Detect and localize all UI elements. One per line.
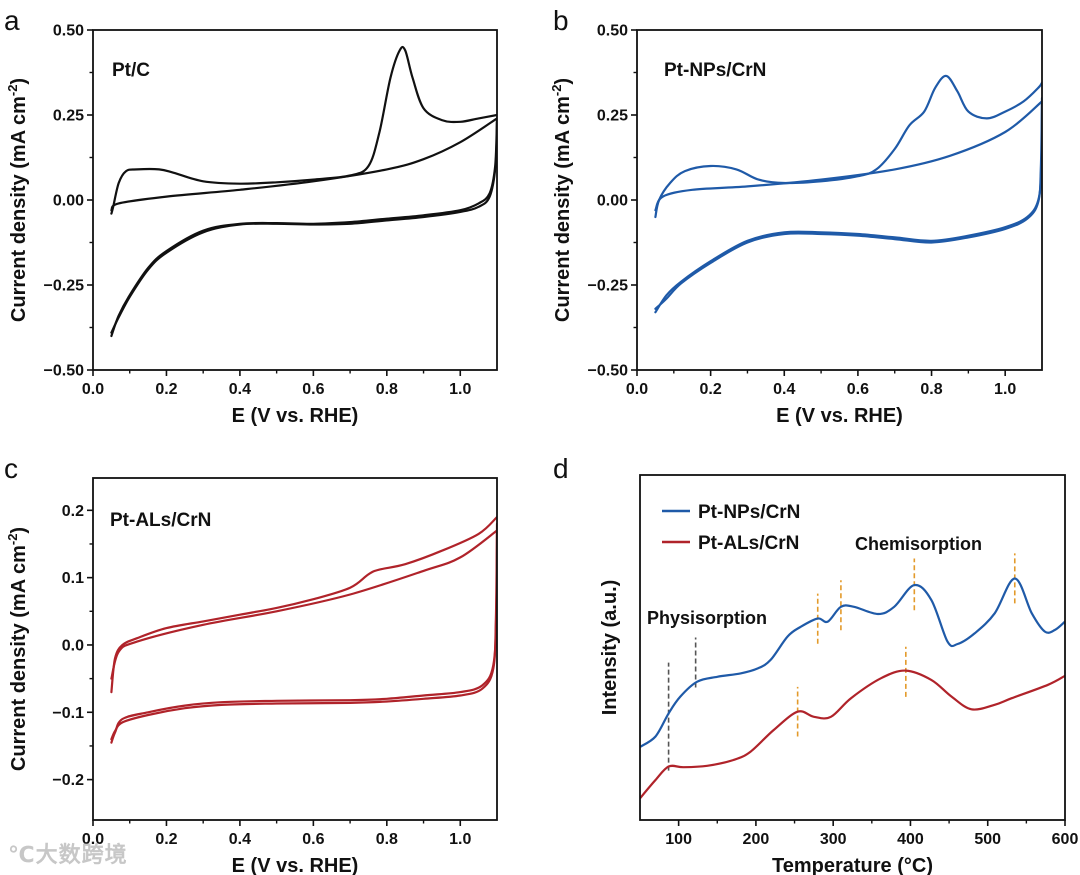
y-axis-label: Current density (mA cm-2) xyxy=(5,527,30,771)
x-tick-label: 0.4 xyxy=(229,831,251,848)
series-line-cathodic-2 xyxy=(110,529,497,741)
y-axis-label-end: ) xyxy=(8,527,30,534)
plot-frame xyxy=(92,29,498,371)
plot-area xyxy=(110,515,497,744)
y-tick-label: 0.50 xyxy=(53,23,84,40)
x-axis-label: E (V vs. RHE) xyxy=(776,405,903,427)
x-tick-label: 0.2 xyxy=(155,381,177,398)
x-tick-label: 0.2 xyxy=(700,381,722,398)
x-tick-label: 1.0 xyxy=(994,381,1016,398)
annotation-physisorption: Physisorption xyxy=(647,608,767,628)
y-tick-label: −0.1 xyxy=(52,705,84,722)
legend-label: Pt-NPs/CrN xyxy=(698,502,800,523)
watermark-logo-icon: ℃ xyxy=(8,843,36,868)
x-axis-label: E (V vs. RHE) xyxy=(232,855,359,875)
x-tick-label: 0.0 xyxy=(82,831,104,848)
y-tick-label: −0.25 xyxy=(588,278,629,295)
y-axis-label-main: Current density (mA cm xyxy=(8,96,30,322)
sample-label: Pt/C xyxy=(112,60,150,81)
x-tick-label: 500 xyxy=(974,831,1001,848)
annotation-chemisorption: Chemisorption xyxy=(855,534,982,554)
y-axis-label-main: Current density (mA cm xyxy=(8,545,30,771)
series-line-cathodic-2 xyxy=(654,100,1042,310)
y-axis-label-end: ) xyxy=(552,78,574,85)
y-axis-label-end: ) xyxy=(8,78,30,85)
y-axis-label-superscript: -2 xyxy=(5,85,20,97)
y-tick-label: −0.50 xyxy=(44,363,85,380)
series-line-anodic-1 xyxy=(110,515,497,694)
y-axis-label-main: Current density (mA cm xyxy=(552,96,574,322)
y-axis-label-superscript: -2 xyxy=(5,534,20,546)
sample-label: Pt-NPs/CrN xyxy=(664,60,766,81)
y-axis-label: Intensity (a.u.) xyxy=(599,580,621,716)
x-axis-label: E (V vs. RHE) xyxy=(232,405,359,427)
plot-frame xyxy=(636,29,1043,371)
series-line-cathodic-1 xyxy=(654,96,1042,314)
y-tick-label: 0.2 xyxy=(62,503,84,520)
y-axis-label: Current density (mA cm-2) xyxy=(5,78,30,322)
plot-frame xyxy=(639,474,1066,821)
y-tick-label: 0.00 xyxy=(53,193,84,210)
series-line-cathodic-2 xyxy=(110,120,497,334)
series-line-pt-als-crn xyxy=(640,669,1065,800)
x-tick-label: 0.0 xyxy=(82,381,104,398)
x-tick-label: 1.0 xyxy=(449,381,471,398)
plot-frame xyxy=(92,477,498,821)
x-tick-label: 200 xyxy=(743,831,770,848)
sample-label: Pt-ALs/CrN xyxy=(110,510,211,531)
y-axis-label: Current density (mA cm-2) xyxy=(549,78,574,322)
y-tick-label: −0.50 xyxy=(588,363,629,380)
x-tick-label: 0.8 xyxy=(920,381,942,398)
watermark-text: 大数跨境 xyxy=(35,843,128,868)
x-tick-label: 400 xyxy=(897,831,924,848)
x-tick-label: 0.8 xyxy=(376,381,398,398)
plot-area xyxy=(110,45,497,338)
x-axis-label: Temperature (°C) xyxy=(772,855,933,875)
x-tick-label: 0.6 xyxy=(302,381,324,398)
series-line-cathodic-1 xyxy=(110,117,497,338)
y-tick-label: 0.00 xyxy=(597,193,628,210)
y-tick-label: 0.25 xyxy=(53,108,84,125)
y-axis-label-main: Intensity (a.u.) xyxy=(599,580,621,716)
series-line-anodic-1 xyxy=(110,45,497,215)
panel-c: c 0.0 0.2 0.4 0.6 0.8 1.0 −0.2 −0.1 0.0 0.1 0.2 E (V… xyxy=(4,453,498,875)
x-tick-label: 0.0 xyxy=(626,381,648,398)
x-tick-label: 300 xyxy=(820,831,847,848)
y-tick-label: −0.2 xyxy=(52,772,84,789)
legend-label: Pt-ALs/CrN xyxy=(698,533,799,554)
series-line-anodic-1 xyxy=(654,74,1042,219)
y-tick-label: 0.50 xyxy=(597,23,628,40)
y-tick-label: 0.0 xyxy=(62,637,84,654)
x-tick-label: 0.4 xyxy=(773,381,795,398)
plot-area xyxy=(654,74,1042,314)
panel-d: d 100 200 300 400 500 600 Temperature (°C) Inten… xyxy=(553,453,1078,875)
x-tick-label: 1.0 xyxy=(449,831,471,848)
x-tick-label: 0.6 xyxy=(847,381,869,398)
x-tick-label: 0.6 xyxy=(302,831,324,848)
x-tick-label: 0.2 xyxy=(155,831,177,848)
panel-letter: b xyxy=(553,5,569,36)
y-tick-label: −0.25 xyxy=(44,278,85,295)
x-tick-label: 600 xyxy=(1052,831,1079,848)
series-line-pt-nps-crn xyxy=(640,577,1065,748)
x-tick-label: 0.4 xyxy=(229,381,251,398)
panel-letter: c xyxy=(4,453,18,484)
y-tick-label: 0.1 xyxy=(62,570,84,587)
series-line-anodic-2 xyxy=(110,117,497,212)
y-tick-label: 0.25 xyxy=(597,108,628,125)
panel-a: a 0.0 0.2 0.4 0.6 0.8 1.0 −0.50 −0.25 0.00 0.25 0.5… xyxy=(4,5,498,427)
x-tick-label: 100 xyxy=(665,831,692,848)
series-line-anodic-2 xyxy=(110,529,497,680)
panel-b: b 0.0 0.2 0.4 0.6 0.8 1.0 −0.50 −0.25 0.00 0.25 0.5… xyxy=(549,5,1043,427)
series-line-anodic-2 xyxy=(654,100,1042,212)
watermark: ℃大数跨境 xyxy=(8,837,128,869)
y-axis-label-superscript: -2 xyxy=(549,85,564,97)
x-tick-label: 0.8 xyxy=(376,831,398,848)
panel-letter: a xyxy=(4,5,20,36)
plot-area xyxy=(640,553,1065,800)
panel-letter: d xyxy=(553,453,569,484)
